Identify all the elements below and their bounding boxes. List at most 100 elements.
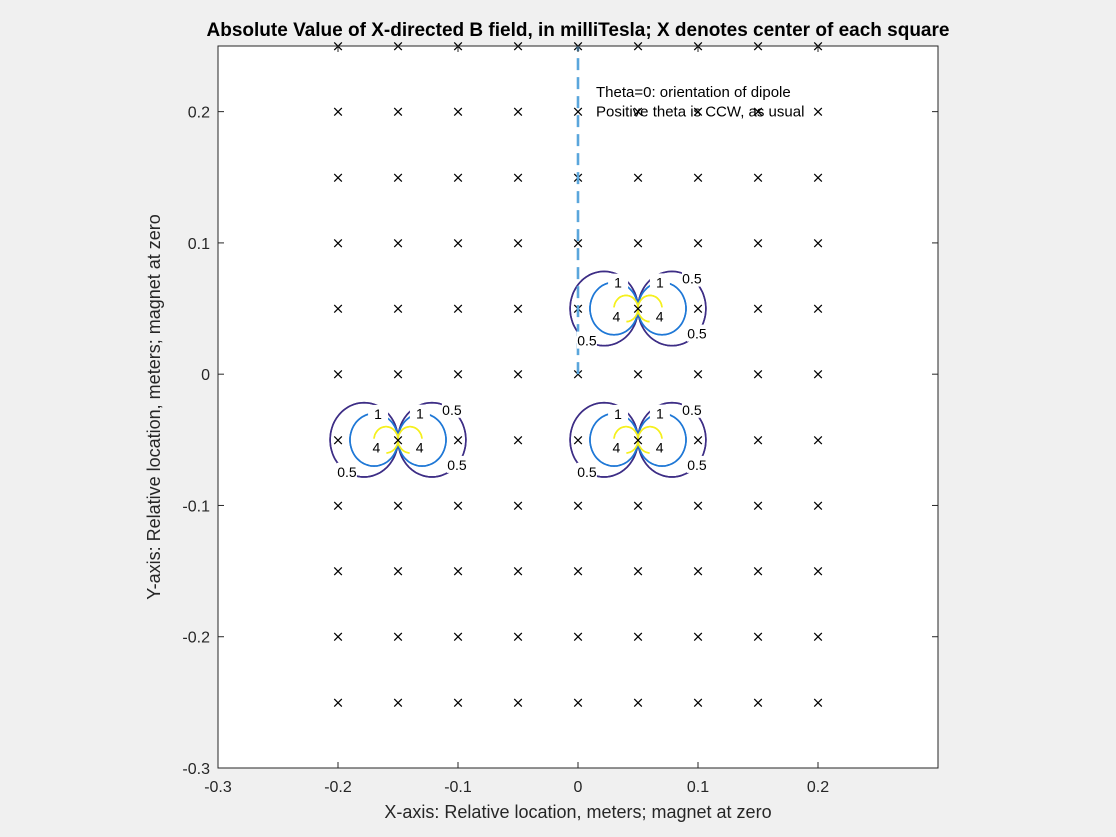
grid-marker: × (452, 365, 465, 383)
y-tick-label: -0.2 (182, 630, 210, 647)
grid-marker: × (452, 562, 465, 580)
grid-marker: × (692, 496, 705, 514)
grid-marker: × (572, 562, 585, 580)
grid-marker: × (692, 562, 705, 580)
plot-background (218, 46, 938, 768)
grid-marker: × (572, 628, 585, 646)
axis-ticks: -0.3 -0.2 -0.1 0 0.1 0.2 -0.3 -0.2 -0.1 0 0.1 0.2 (182, 46, 938, 796)
grid-marker: × (332, 431, 345, 449)
grid-marker: × (572, 496, 585, 514)
grid-marker: × (392, 431, 405, 449)
grid-marker: × (512, 431, 525, 449)
grid-marker: × (512, 365, 525, 383)
grid-marker: × (632, 365, 645, 383)
grid-marker: × (632, 300, 645, 318)
contour-label: 4 (612, 308, 620, 324)
grid-marker: × (332, 628, 345, 646)
contour-label: 0.5 (577, 333, 597, 349)
grid-marker: × (692, 693, 705, 711)
contour-label-bg (576, 331, 597, 349)
grid-marker: × (452, 300, 465, 318)
grid-marker: × (692, 300, 705, 318)
grid-marker: × (632, 496, 645, 514)
grid-marker: × (392, 562, 405, 580)
y-tick-label: -0.3 (182, 761, 210, 778)
grid-marker: × (392, 693, 405, 711)
y-tick-label: 0.2 (188, 105, 210, 122)
contour-label: 0.5 (577, 464, 597, 480)
plot-area: × × × × × × × × × × × × × × × × × × × × × × × × × × × × × × × × × × × × × × × ×… (182, 37, 939, 796)
grid-marker: × (812, 365, 825, 383)
grid-marker: × (692, 168, 705, 186)
contour-label: 0.5 (682, 271, 702, 287)
grid-marker: × (632, 103, 645, 121)
contour-label: 4 (656, 440, 664, 456)
grid-marker: × (512, 103, 525, 121)
contour-label: 0.5 (687, 326, 707, 342)
x-tick-label: 0.2 (807, 779, 829, 796)
grid-marker: × (632, 562, 645, 580)
contour-label-bg (686, 324, 707, 342)
grid-marker: × (512, 693, 525, 711)
grid-marker: × (392, 234, 405, 252)
contour-label: 0.5 (337, 464, 357, 480)
grid-marker: × (452, 103, 465, 121)
grid-marker: × (332, 562, 345, 580)
grid-marker: × (752, 365, 765, 383)
grid-marker: × (752, 431, 765, 449)
grid-marker: × (512, 628, 525, 646)
grid-marker: × (392, 103, 405, 121)
grid-marker: × (332, 103, 345, 121)
contour-label-bg (649, 438, 670, 456)
contour-label-bg (649, 273, 670, 291)
contour-label: 0.5 (682, 402, 702, 418)
grid-marker: × (812, 103, 825, 121)
grid-marker: × (512, 300, 525, 318)
grid-marker: × (452, 628, 465, 646)
grid-marker: × (812, 431, 825, 449)
grid-marker: × (392, 365, 405, 383)
grid-marker: × (812, 562, 825, 580)
contour-label-bg (446, 455, 467, 473)
grid-marker: × (812, 234, 825, 252)
grid-marker: × (452, 234, 465, 252)
contour-label: 0.5 (447, 457, 467, 473)
chart-title: Absolute Value of X-directed B field, in… (207, 20, 950, 41)
grid-marker: × (632, 628, 645, 646)
grid-marker: × (332, 168, 345, 186)
contour-label-bg (409, 438, 430, 456)
contour-label-bg (576, 462, 597, 480)
contour-labels: 0.5 0.5 0.5 1 1 4 4 0.5 0.5 0.5 1 1 4 4 0.5 0.5 0.5 1 1 4 4 (336, 269, 707, 480)
grid-marker: × (332, 693, 345, 711)
x-tick-label: 0 (574, 779, 583, 796)
grid-marker: × (392, 168, 405, 186)
grid-marker: × (692, 103, 705, 121)
grid-marker: × (692, 431, 705, 449)
x-axis-label: X-axis: Relative location, meters; magne… (384, 802, 771, 822)
grid-marker: × (812, 693, 825, 711)
grid-marker: × (812, 496, 825, 514)
grid-marker: × (512, 562, 525, 580)
grid-marker: × (752, 628, 765, 646)
contour-label-bg (441, 400, 462, 418)
grid-marker: × (812, 628, 825, 646)
grid-marker: × (452, 496, 465, 514)
grid-marker: × (452, 693, 465, 711)
grid-marker: × (512, 496, 525, 514)
grid-marker: × (332, 300, 345, 318)
contour-label-bg (608, 404, 629, 422)
contour-label-bg (606, 307, 627, 325)
y-axis-label: Y-axis: Relative location, meters; magne… (144, 214, 164, 600)
contour-label: 0.5 (442, 402, 462, 418)
grid-marker: × (392, 300, 405, 318)
y-tick-label: -0.1 (182, 498, 210, 515)
x-tick-label: -0.2 (324, 779, 352, 796)
grid-marker: × (752, 562, 765, 580)
grid-marker: × (692, 234, 705, 252)
contour-label-bg (649, 404, 670, 422)
contour-label: 4 (656, 308, 664, 324)
grid-marker: × (632, 693, 645, 711)
contour-label: 0.5 (687, 457, 707, 473)
grid-marker: × (752, 300, 765, 318)
